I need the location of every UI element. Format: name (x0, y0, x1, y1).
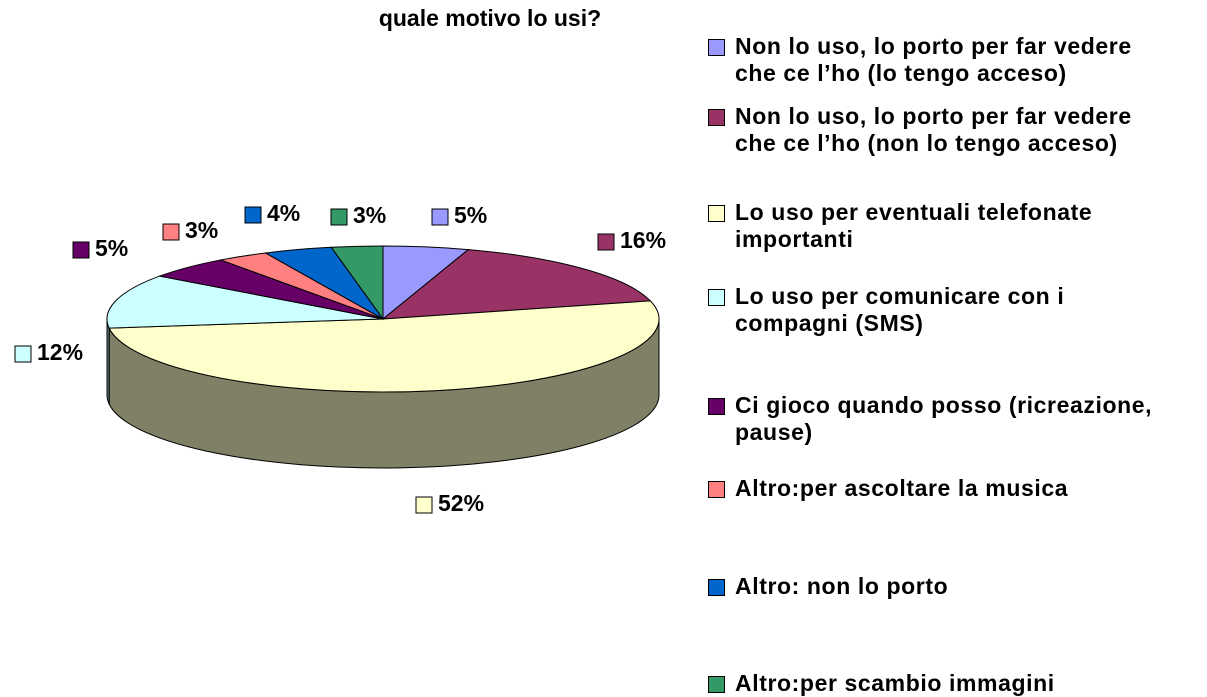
legend-item: Altro:per ascoltare la musica (708, 475, 1178, 502)
legend-swatch (708, 109, 725, 126)
data-label: 16% (620, 227, 666, 253)
data-label: 3% (185, 217, 218, 243)
data-label: 5% (454, 202, 487, 228)
label-swatch (597, 233, 615, 251)
legend-label: Altro: non lo porto (735, 573, 949, 599)
legend-swatch (708, 289, 725, 306)
label-swatch (431, 208, 449, 226)
legend-swatch (708, 398, 725, 415)
legend-item: Non lo uso, lo porto per far vedere che … (708, 33, 1178, 87)
legend-swatch (708, 676, 725, 693)
legend-label: Non lo uso, lo porto per far vedere che … (735, 103, 1132, 156)
data-label: 5% (95, 235, 128, 261)
data-label: 3% (353, 202, 386, 228)
legend-label: Ci gioco quando posso (ricreazione, paus… (735, 392, 1153, 445)
legend-swatch (708, 39, 725, 56)
label-swatch (415, 496, 433, 514)
slice (330, 245, 384, 321)
label-swatch (330, 208, 348, 226)
chart: quale motivo lo usi? 5% 16% 52% 12% 5% 3% 4% 3% (14, 5, 666, 516)
legend-swatch (708, 205, 725, 222)
legend-item: Altro: non lo porto (708, 573, 1178, 600)
legend-item: Ci gioco quando posso (ricreazione, paus… (708, 392, 1178, 446)
legend-label: Lo uso per eventuali telefonate importan… (735, 199, 1093, 252)
label-swatch (162, 223, 180, 241)
label-swatch (72, 241, 90, 259)
legend-item: Non lo uso, lo porto per far vedere che … (708, 103, 1178, 157)
legend-item: Lo uso per comunicare con i compagni (SM… (708, 283, 1178, 337)
legend-label: Lo uso per comunicare con i compagni (SM… (735, 283, 1065, 336)
legend-item: Altro:per scambio immagini (708, 670, 1178, 697)
legend-label: Altro:per scambio immagini (735, 670, 1055, 696)
legend-label: Altro:per ascoltare la musica (735, 475, 1069, 501)
data-label: 12% (37, 339, 83, 365)
slice-side (106, 318, 110, 405)
legend-swatch (708, 579, 725, 596)
data-label: 4% (267, 200, 300, 226)
legend-item: Lo uso per eventuali telefonate importan… (708, 199, 1178, 253)
chart-title: quale motivo lo usi? (379, 5, 601, 31)
label-swatch (244, 206, 262, 224)
legend-label: Non lo uso, lo porto per far vedere che … (735, 33, 1132, 86)
legend-swatch (708, 481, 725, 498)
data-label: 52% (438, 490, 484, 516)
slice (106, 275, 384, 329)
slice (381, 249, 652, 320)
label-swatch (14, 345, 32, 363)
